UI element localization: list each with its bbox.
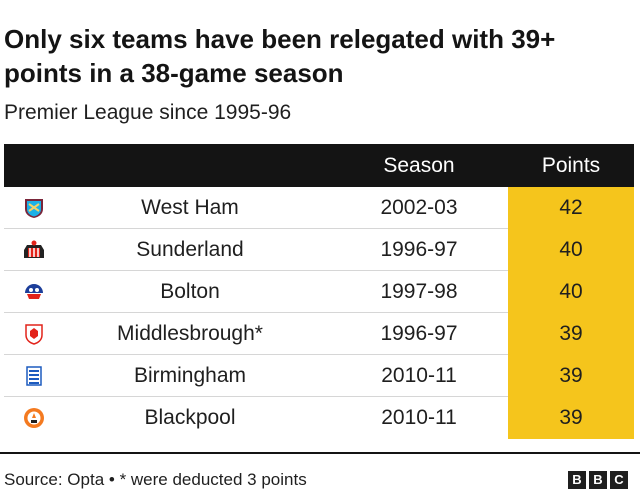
- table-row: Bolton 1997-98 40: [4, 271, 634, 313]
- table-row: Birmingham 2010-11 39: [4, 355, 634, 397]
- team-name: Sunderland: [136, 238, 244, 261]
- bbc-logo: B B C: [568, 471, 628, 489]
- footer-divider: [0, 452, 640, 454]
- west-ham-crest-icon: [25, 199, 43, 218]
- table-row: Blackpool 2010-11 39: [4, 397, 634, 439]
- relegation-table: Season Points West Ham 2002-03 42 Sunder…: [4, 144, 634, 439]
- season-value: 2010-11: [381, 364, 457, 387]
- blackpool-crest-icon: [24, 408, 44, 428]
- team-name: Bolton: [160, 280, 220, 303]
- team-name: Middlesbrough*: [117, 322, 263, 345]
- points-value: 40: [508, 271, 634, 313]
- birmingham-crest-icon: [26, 366, 42, 386]
- points-value: 40: [508, 229, 634, 271]
- team-name: Blackpool: [144, 406, 236, 429]
- season-value: 2002-03: [380, 196, 458, 219]
- points-column-header: Points: [541, 154, 601, 177]
- points-value: 42: [508, 187, 634, 229]
- team-name: Birmingham: [133, 364, 247, 387]
- middlesbrough-crest-icon: [25, 324, 43, 345]
- points-value: 39: [508, 313, 634, 355]
- season-column-header: Season: [383, 154, 455, 177]
- bbc-logo-letter: B: [568, 471, 586, 489]
- sunderland-crest-icon: [24, 240, 44, 258]
- table-row: Middlesbrough* 1996-97 39: [4, 313, 634, 355]
- season-value: 2010-11: [381, 406, 457, 429]
- table-row: Sunderland 1996-97 40: [4, 229, 634, 271]
- team-name: West Ham: [141, 196, 239, 219]
- chart-title: Only six teams have been relegated with …: [4, 24, 556, 88]
- table-header: Season Points: [4, 144, 634, 187]
- points-value: 39: [508, 355, 634, 397]
- bbc-logo-letter: C: [610, 471, 628, 489]
- season-value: 1996-97: [380, 238, 458, 261]
- points-value: 39: [508, 397, 634, 439]
- source-note: Source: Opta • * were deducted 3 points: [4, 470, 307, 489]
- bbc-logo-letter: B: [589, 471, 607, 489]
- season-value: 1997-98: [380, 280, 458, 303]
- table-row: West Ham 2002-03 42: [4, 187, 634, 229]
- season-value: 1996-97: [380, 322, 458, 345]
- chart-subtitle: Premier League since 1995-96: [4, 101, 292, 124]
- bolton-crest-icon: [25, 284, 43, 299]
